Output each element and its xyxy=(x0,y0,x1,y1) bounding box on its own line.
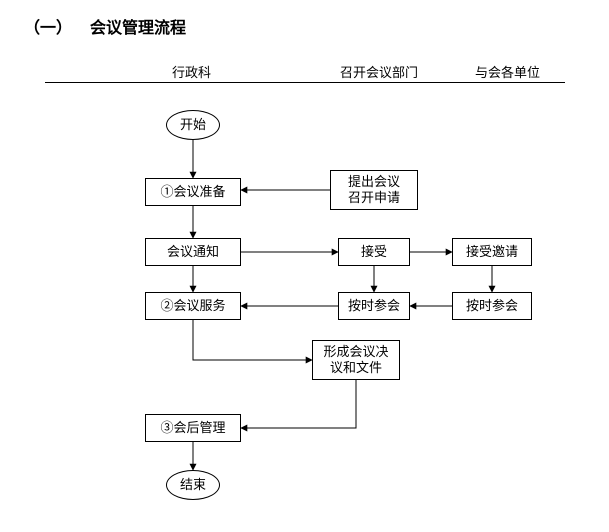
node-resolve: 形成会议决议和文件 xyxy=(312,340,400,380)
node-start: 开始 xyxy=(166,110,220,140)
node-attend2: 按时参会 xyxy=(452,292,532,320)
node-apply: 提出会议召开申请 xyxy=(330,170,418,210)
edge-11 xyxy=(241,380,356,428)
edge-10 xyxy=(193,320,312,360)
node-notice: 会议通知 xyxy=(145,238,241,266)
node-attend1: 按时参会 xyxy=(338,292,410,320)
title-text: 会议管理流程 xyxy=(90,20,186,37)
column-header-c1: 行政科 xyxy=(172,62,211,81)
title-number: （一） xyxy=(24,14,72,38)
node-end: 结束 xyxy=(166,470,220,500)
column-header-c2: 召开会议部门 xyxy=(340,62,418,81)
node-prep: ①会议准备 xyxy=(145,178,241,206)
page-title: （一） 会议管理流程 xyxy=(24,14,186,38)
header-separator xyxy=(45,82,565,83)
node-accept: 接受 xyxy=(338,238,410,266)
column-header-c3: 与会各单位 xyxy=(475,62,540,81)
node-post: ③会后管理 xyxy=(145,414,241,442)
node-invite: 接受邀请 xyxy=(452,238,532,266)
node-serve: ②会议服务 xyxy=(145,292,241,320)
page: （一） 会议管理流程 行政科 召开会议部门 与会各单位 开始 ①会议准备 提出会议召开… xyxy=(0,0,609,532)
